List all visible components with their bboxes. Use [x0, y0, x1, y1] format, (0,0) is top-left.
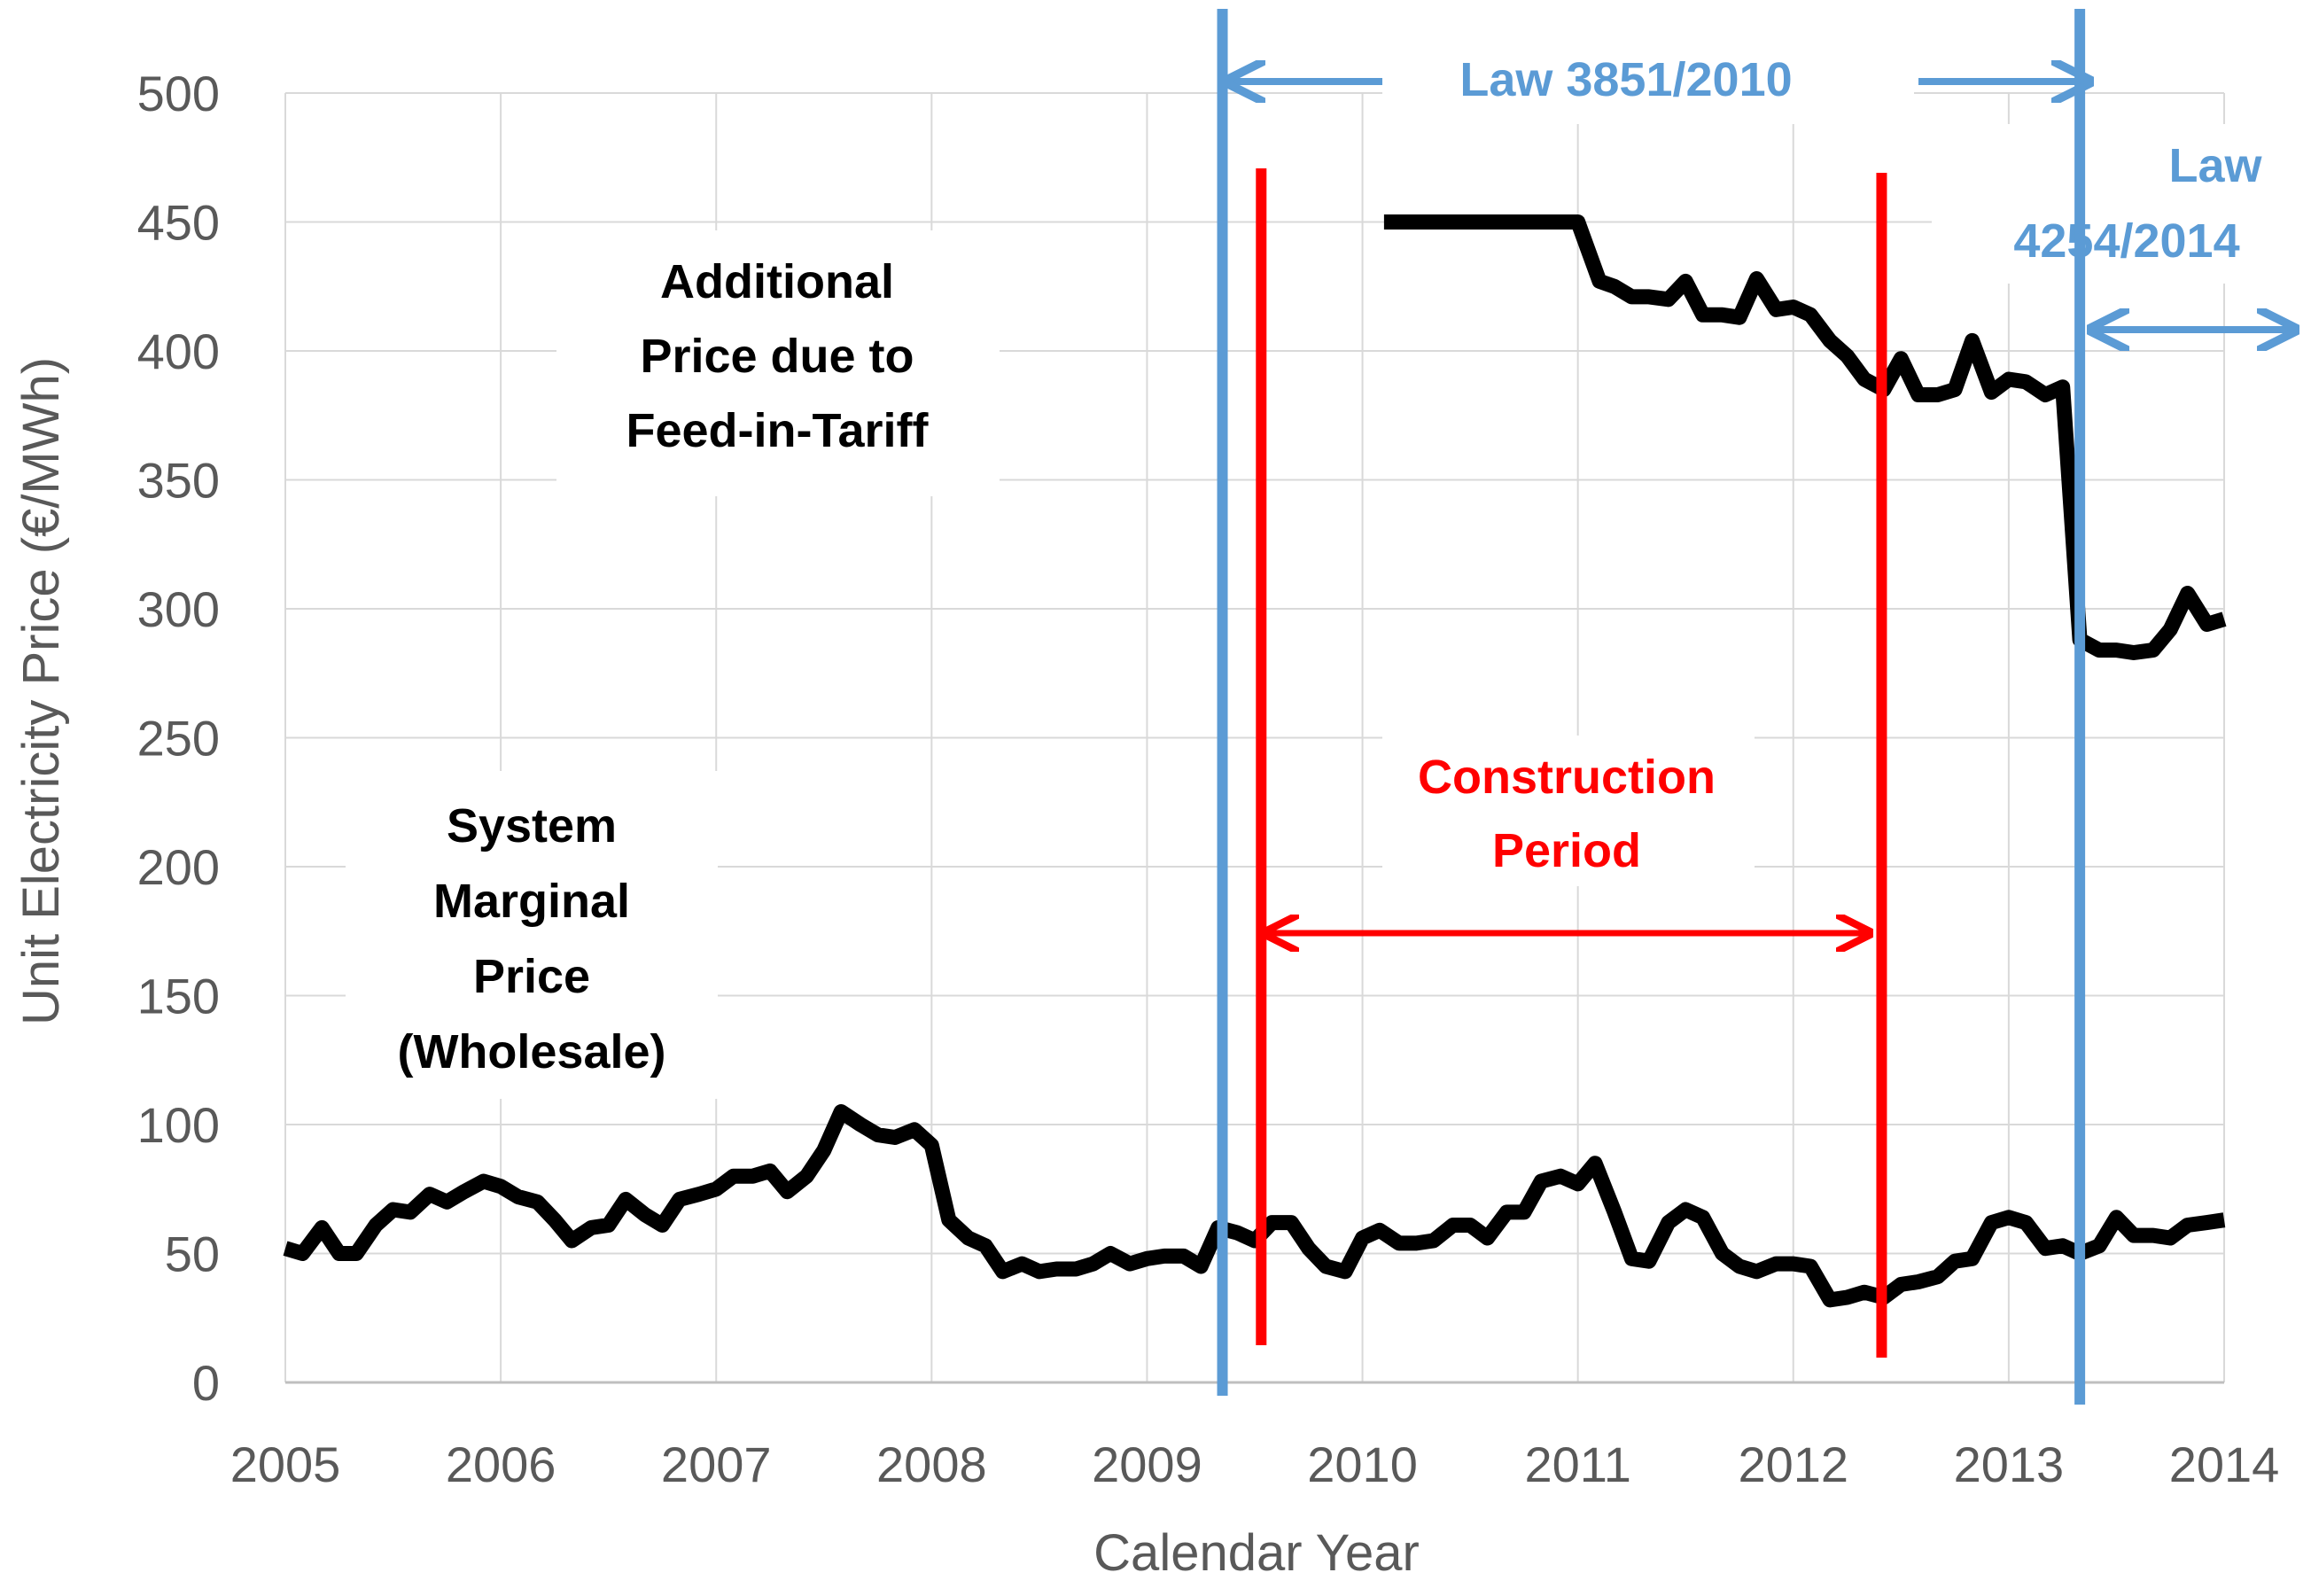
system-marginal-label-bg	[346, 771, 718, 1099]
construction-label-line-1: Construction	[1418, 751, 1716, 804]
x-axis-title: Calendar Year	[1093, 1524, 1420, 1582]
law-4254-label-line-2: 4254/2014	[2013, 214, 2239, 268]
x-tick-label-2: 2007	[661, 1436, 772, 1492]
y-tick-label-8: 400	[137, 323, 220, 379]
x-tick-label-1: 2006	[446, 1436, 556, 1492]
y-tick-label-1: 50	[165, 1226, 220, 1282]
annotation-labels: Additional Price due to Feed-in-Tariff S…	[346, 35, 2311, 1099]
y-tick-label-5: 250	[137, 711, 220, 767]
feed-in-tariff-label-line-2: Price due to	[640, 330, 914, 383]
series-group	[283, 214, 2227, 1308]
x-axis-ticks: 2005 2006 2007 2008 2009 2010 2011 2012 2013 2014	[230, 1436, 2280, 1492]
construction-label-bg	[1382, 736, 1755, 886]
y-tick-label-7: 350	[137, 453, 220, 509]
y-tick-label-0: 0	[192, 1355, 220, 1411]
y-tick-label-9: 450	[137, 195, 220, 251]
x-tick-label-7: 2012	[1738, 1436, 1848, 1492]
x-tick-label-3: 2008	[876, 1436, 987, 1492]
y-tick-label-2: 100	[137, 1097, 220, 1153]
x-tick-label-9: 2014	[2169, 1436, 2280, 1492]
x-tick-label-4: 2009	[1092, 1436, 1202, 1492]
x-tick-label-8: 2013	[1954, 1436, 2065, 1492]
feed-in-tariff-label-line-3: Feed-in-Tariff	[626, 404, 930, 457]
arrows	[1227, 82, 2295, 933]
feed-in-tariff-label-line-1: Additional	[660, 255, 894, 308]
system-marginal-label-line-3: Price	[473, 950, 590, 1003]
law-3851-label-bg	[1382, 35, 1914, 124]
feed-in-tariff-label-bg	[556, 230, 1000, 496]
y-tick-label-10: 500	[137, 66, 220, 121]
x-tick-label-6: 2011	[1524, 1436, 1630, 1492]
system-marginal-label-line-2: Marginal	[433, 875, 630, 928]
system-marginal-label-line-1: System	[447, 799, 617, 852]
y-axis-title: Unit Electricity Price (€/MWh)	[12, 357, 70, 1025]
x-tick-label-0: 2005	[230, 1436, 341, 1492]
x-tick-label-5: 2010	[1307, 1436, 1418, 1492]
y-axis-ticks: 0 50 100 150 200 250 300 350 400 450 500	[137, 66, 220, 1411]
law-4254-label-bg	[1932, 124, 2311, 284]
law-3851-label: Law 3851/2010	[1459, 53, 1792, 106]
y-tick-label-6: 300	[137, 581, 220, 637]
construction-label-line-2: Period	[1492, 824, 1641, 877]
system-marginal-label-line-4: (Wholesale)	[397, 1025, 665, 1078]
law-4254-label-line-1: Law	[2168, 139, 2262, 192]
series-line-1	[1383, 214, 2227, 660]
y-tick-label-4: 200	[137, 839, 220, 895]
y-tick-label-3: 150	[137, 969, 220, 1024]
vertical-markers	[1217, 9, 2086, 1405]
series-line-0	[283, 1104, 2226, 1308]
